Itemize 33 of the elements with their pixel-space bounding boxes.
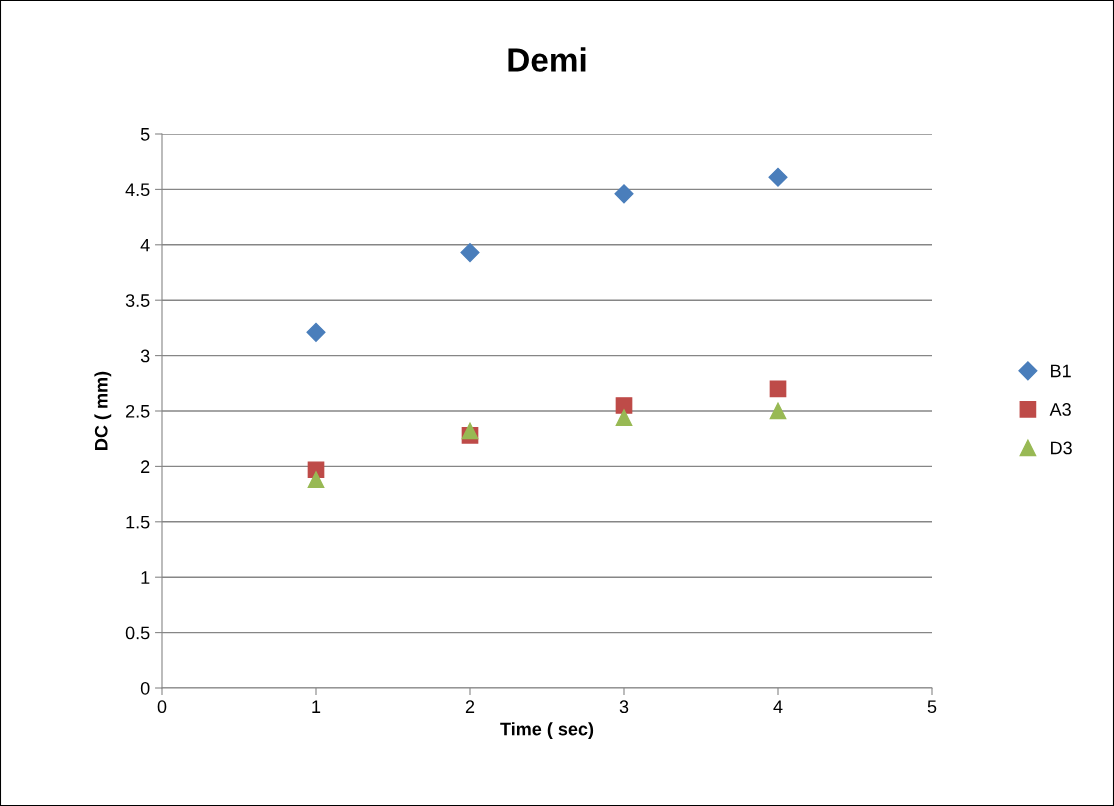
y-tick-label: 4 <box>140 238 150 252</box>
point <box>615 397 633 414</box>
y-tick-label: 1.5 <box>126 515 150 529</box>
y-tick-label: 5 <box>140 128 150 141</box>
point <box>306 322 326 342</box>
y-tick-label: 2.5 <box>126 404 150 418</box>
y-tick-label: 1 <box>141 571 150 584</box>
y-tick-label: 4.5 <box>125 183 150 197</box>
y-tick-label: 2 <box>141 460 150 473</box>
legend-label: B1 <box>1051 364 1071 378</box>
legend-label: A3 <box>1049 403 1071 416</box>
x-tick-label: 2 <box>465 700 475 713</box>
point <box>769 380 787 398</box>
x-axis-title: Time ( sec) <box>500 722 594 740</box>
y-tick-label: 0 <box>140 681 150 695</box>
y-tick-label: 3 <box>140 349 150 363</box>
y-tick-label: 0.5 <box>125 626 150 640</box>
x-tick-label: 0 <box>157 700 167 714</box>
point <box>615 409 633 426</box>
x-tick-label: 3 <box>619 700 629 714</box>
point <box>307 471 325 489</box>
y-axis-title: DC ( mm) <box>94 371 112 450</box>
point <box>614 184 634 204</box>
chart-title: Demi <box>508 47 586 72</box>
point <box>461 422 479 440</box>
point <box>769 402 787 420</box>
point <box>768 167 788 187</box>
legend-label: D3 <box>1051 441 1072 455</box>
y-tick-label: 3.5 <box>125 294 150 307</box>
point <box>460 243 480 263</box>
x-tick-label: 5 <box>927 700 937 714</box>
x-tick-label: 4 <box>773 700 783 713</box>
x-tick-label: 1 <box>312 700 321 713</box>
